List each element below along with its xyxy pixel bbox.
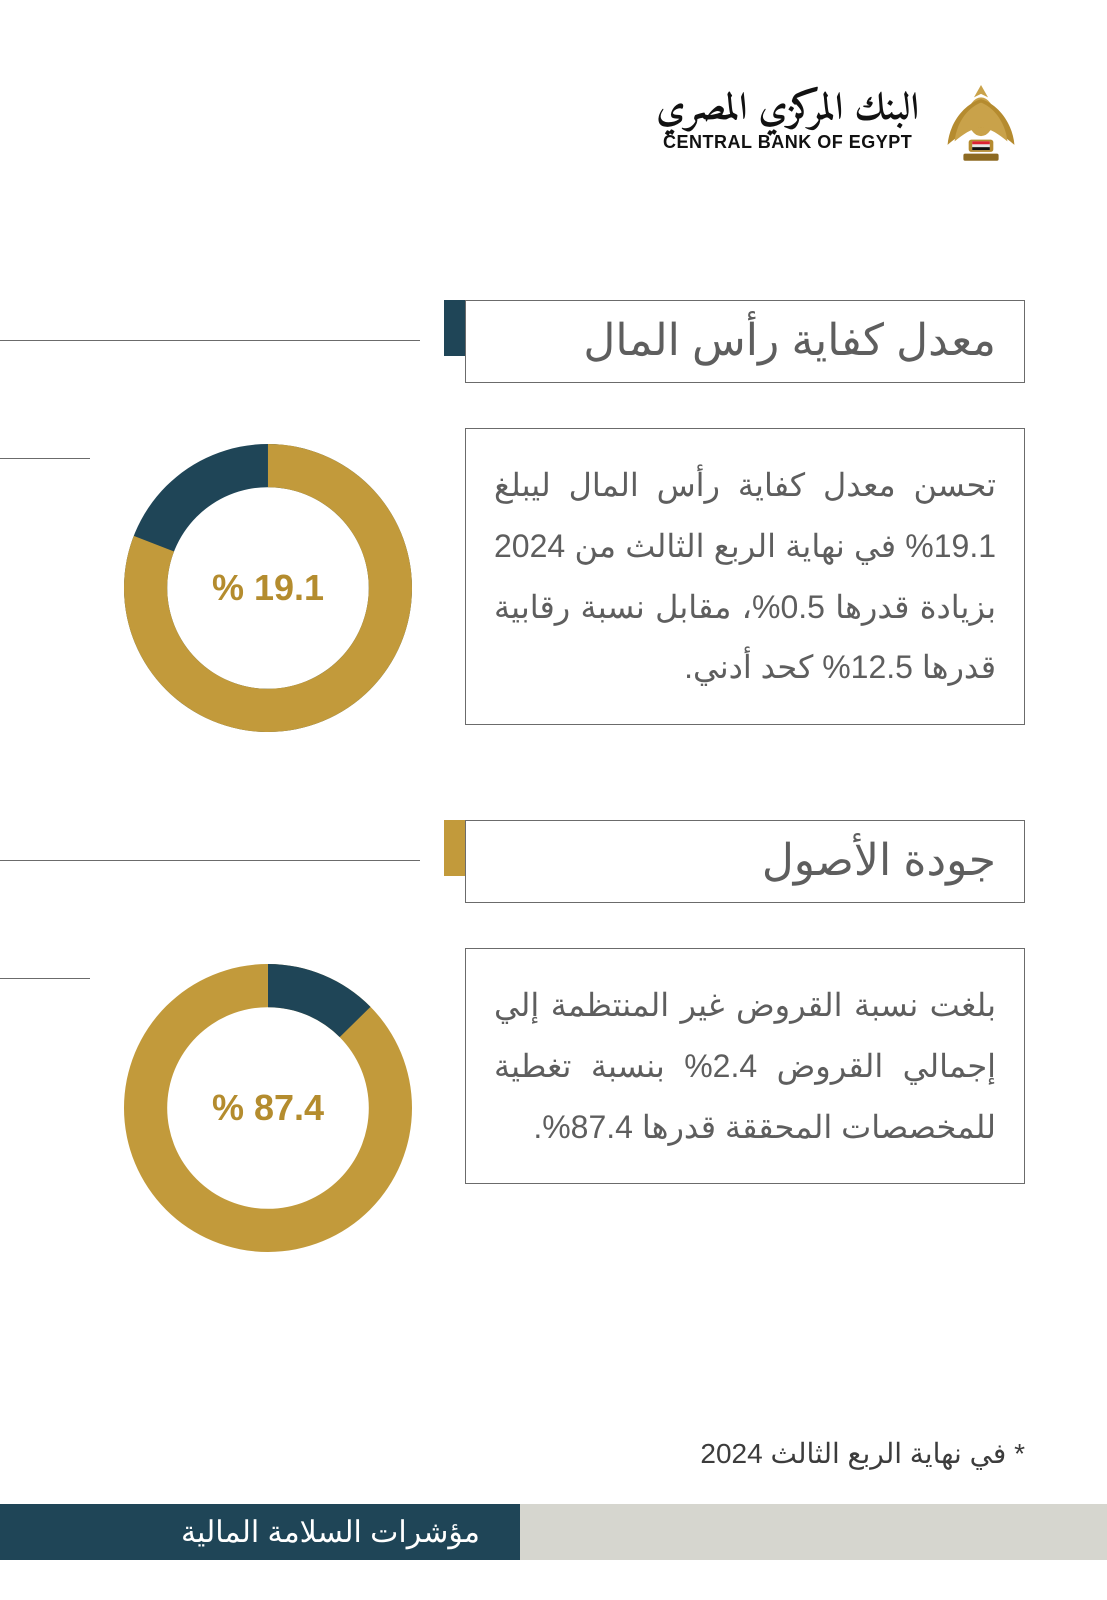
section-title: معدل كفاية رأس المال [465,300,1025,383]
section-capital-adequacy: معدل كفاية رأس المال تحسن معدل كفاية رأس… [0,300,1107,788]
title-accent-bar [444,820,466,876]
section-title-row: جودة الأصول [0,820,1107,912]
footer-bar: مؤشرات السلامة المالية [0,1504,520,1560]
donut-chart-assets: % 87.4 [118,958,418,1258]
donut-value-label: % 87.4 [118,958,418,1258]
footnote: * في نهاية الربع الثالث 2024 [700,1437,1025,1470]
donut-chart-capital: % 19.1 [118,438,418,738]
section-title: جودة الأصول [465,820,1025,903]
org-name-en: CENTRAL BANK OF EGYPT [656,132,919,153]
title-accent-bar [444,300,466,356]
section-description: تحسن معدل كفاية رأس المال ليبلغ 19.1% في… [465,428,1025,725]
chart-rule-left [0,458,90,459]
eagle-emblem-icon [937,78,1025,166]
title-rule-left [0,340,420,341]
org-name-ar: البنك المركزي المصري [656,92,919,130]
donut-value-label: % 19.1 [118,438,418,738]
section-body: تحسن معدل كفاية رأس المال ليبلغ 19.1% في… [0,428,1107,788]
chart-rule-left [0,978,90,979]
header-logo: البنك المركزي المصري CENTRAL BANK OF EGY… [656,78,1025,166]
section-title-row: معدل كفاية رأس المال [0,300,1107,392]
footer-title: مؤشرات السلامة المالية [181,1515,480,1550]
section-asset-quality: جودة الأصول بلغت نسبة القروض غير المنتظم… [0,820,1107,1308]
logo-text-block: البنك المركزي المصري CENTRAL BANK OF EGY… [656,92,919,153]
section-description: بلغت نسبة القروض غير المنتظمة إلي إجمالي… [465,948,1025,1184]
section-body: بلغت نسبة القروض غير المنتظمة إلي إجمالي… [0,948,1107,1308]
title-rule-left [0,860,420,861]
